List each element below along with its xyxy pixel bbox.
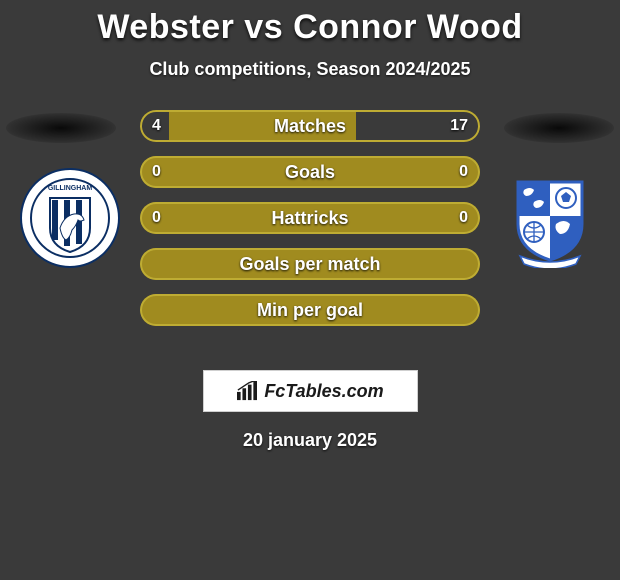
stat-value-left: 0 xyxy=(152,156,161,188)
stat-bar-border xyxy=(140,248,480,280)
page-title: Webster vs Connor Wood xyxy=(0,8,620,47)
stat-bar: Min per goal xyxy=(140,294,480,326)
subtitle: Club competitions, Season 2024/2025 xyxy=(0,59,620,80)
stat-value-left: 4 xyxy=(152,110,161,142)
stat-bar: 0 0Goals xyxy=(140,156,480,188)
fctables-logo-text: FcTables.com xyxy=(264,381,383,402)
stat-bars: 417Matches00Goals00HattricksGoals per ma… xyxy=(140,110,480,326)
stat-value-right: 0 xyxy=(459,202,468,234)
content-area: GILLINGHAM xyxy=(0,110,620,350)
stat-value-left: 0 xyxy=(152,202,161,234)
bar-chart-icon xyxy=(236,381,258,401)
stat-value-right: 0 xyxy=(459,156,468,188)
stat-label: Goals xyxy=(140,156,480,188)
club-crest-left: GILLINGHAM xyxy=(20,168,120,268)
club-crest-right xyxy=(500,168,600,268)
stat-label: Hattricks xyxy=(140,202,480,234)
stat-bar: 0 0Hattricks xyxy=(140,202,480,234)
player-shadow-right xyxy=(504,113,614,143)
stat-value-right: 17 xyxy=(450,110,468,142)
svg-text:GILLINGHAM: GILLINGHAM xyxy=(48,185,92,192)
comparison-card: Webster vs Connor Wood Club competitions… xyxy=(0,0,620,580)
fctables-logo-box: FcTables.com xyxy=(203,370,418,412)
stat-bar: Goals per match xyxy=(140,248,480,280)
stat-bar: 417Matches xyxy=(140,110,480,142)
stat-bar-border xyxy=(140,202,480,234)
player-shadow-left xyxy=(6,113,116,143)
club-crest-right-svg xyxy=(500,168,600,268)
stat-bar-border xyxy=(140,294,480,326)
date-line: 20 january 2025 xyxy=(0,430,620,451)
stat-bar-border xyxy=(140,156,480,188)
stat-label: Goals per match xyxy=(140,248,480,280)
stat-label: Min per goal xyxy=(140,294,480,326)
club-crest-left-svg: GILLINGHAM xyxy=(20,168,120,268)
